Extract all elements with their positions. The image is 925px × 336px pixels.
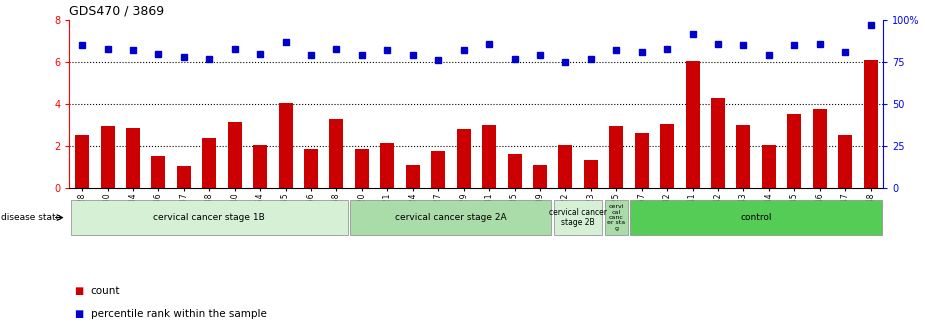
Bar — [533, 165, 547, 188]
Bar — [685, 61, 699, 188]
Text: cervi
cal
canc
er sta
g: cervi cal canc er sta g — [607, 204, 625, 231]
Text: count: count — [91, 286, 120, 296]
Bar — [380, 143, 394, 188]
Text: cervical cancer stage 1B: cervical cancer stage 1B — [154, 213, 265, 222]
Bar — [126, 128, 140, 188]
Bar — [508, 154, 522, 188]
Bar — [329, 119, 343, 188]
Bar — [711, 98, 725, 188]
Bar — [610, 126, 623, 188]
Bar — [554, 200, 602, 235]
Bar — [253, 145, 267, 188]
Bar — [736, 125, 750, 188]
Bar — [605, 200, 628, 235]
Bar — [635, 132, 648, 188]
Bar — [457, 129, 471, 188]
Text: disease state: disease state — [1, 213, 61, 222]
Bar — [838, 135, 852, 188]
Bar — [278, 103, 292, 188]
Bar — [70, 200, 348, 235]
Bar — [351, 200, 551, 235]
Text: control: control — [740, 213, 772, 222]
Bar — [101, 126, 115, 188]
Bar — [584, 160, 598, 188]
Bar — [630, 200, 882, 235]
Bar — [203, 138, 216, 188]
Text: ■: ■ — [74, 309, 83, 319]
Bar — [228, 122, 241, 188]
Bar — [864, 60, 878, 188]
Bar — [431, 152, 445, 188]
Text: cervical cancer
stage 2B: cervical cancer stage 2B — [549, 208, 607, 227]
Text: cervical cancer stage 2A: cervical cancer stage 2A — [395, 213, 507, 222]
Bar — [559, 145, 573, 188]
Text: GDS470 / 3869: GDS470 / 3869 — [69, 5, 165, 17]
Bar — [813, 110, 827, 188]
Bar — [482, 125, 496, 188]
Bar — [152, 156, 166, 188]
Bar — [75, 135, 89, 188]
Bar — [177, 166, 191, 188]
Bar — [787, 114, 801, 188]
Bar — [660, 124, 674, 188]
Bar — [762, 145, 776, 188]
Bar — [355, 149, 369, 188]
Bar — [406, 165, 420, 188]
Text: percentile rank within the sample: percentile rank within the sample — [91, 309, 266, 319]
Bar — [304, 149, 318, 188]
Text: ■: ■ — [74, 286, 83, 296]
